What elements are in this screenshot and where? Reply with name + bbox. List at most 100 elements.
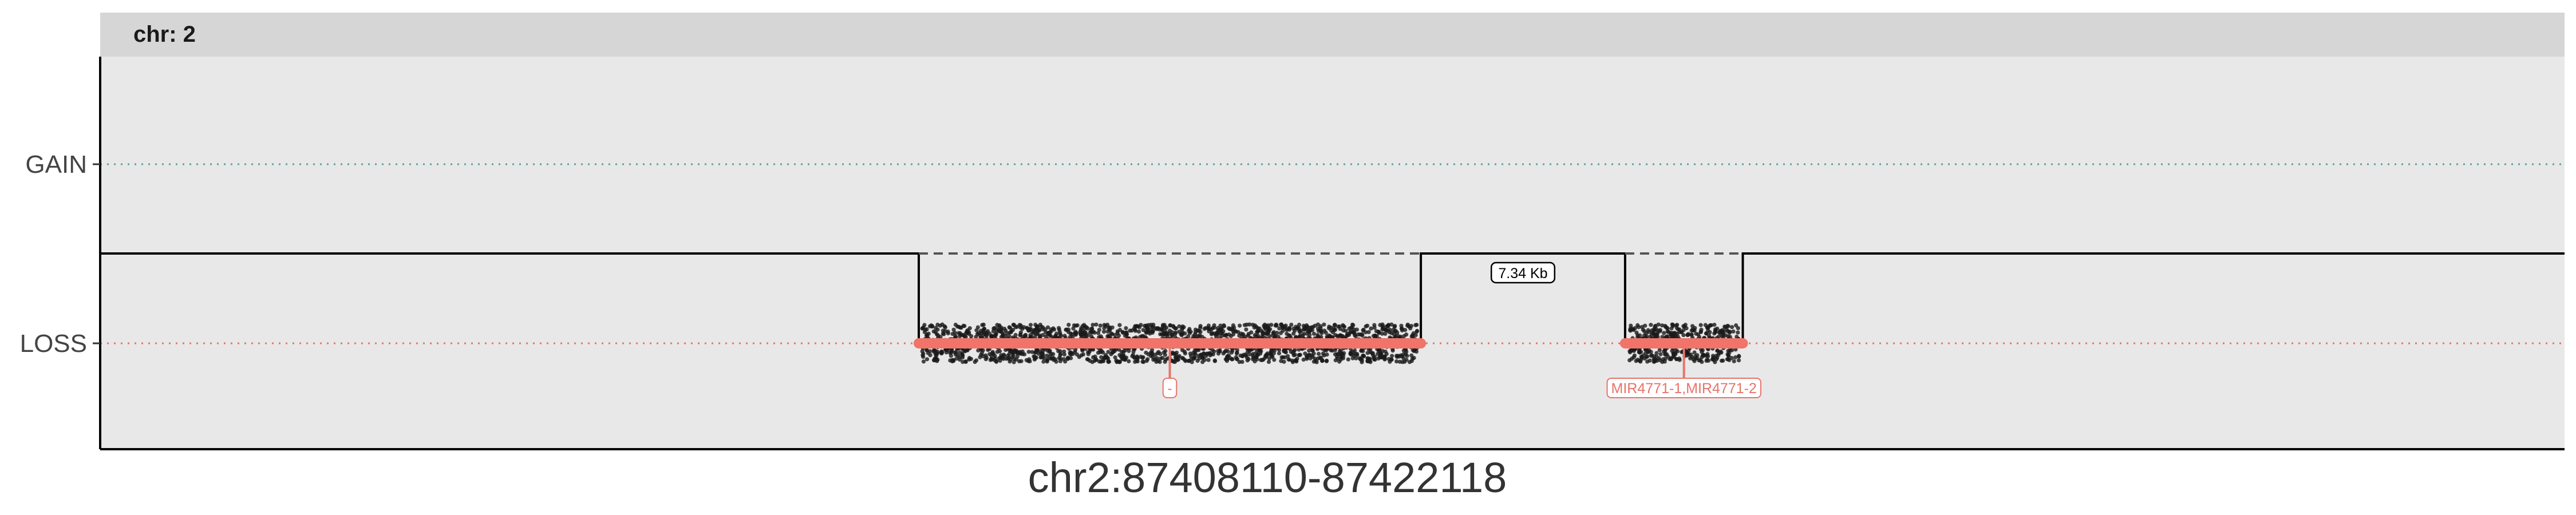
loss-point [1270, 354, 1275, 359]
loss-point [1183, 351, 1187, 356]
loss-point [1222, 324, 1227, 328]
loss-point [1722, 324, 1727, 329]
loss-point [1342, 324, 1346, 329]
loss-point [1135, 359, 1140, 364]
loss-point [1236, 330, 1240, 334]
loss-point [1277, 326, 1282, 331]
loss-point [1670, 348, 1674, 353]
loss-point [993, 333, 998, 338]
loss-point [1368, 360, 1373, 365]
loss-point [1666, 330, 1671, 334]
loss-point [1180, 348, 1185, 352]
loss-point [1731, 329, 1736, 334]
loss-point [1327, 324, 1332, 329]
loss-point [920, 326, 924, 331]
loss-point [1160, 323, 1165, 327]
loss-point [1698, 358, 1702, 363]
loss-point [1658, 358, 1662, 363]
loss-point [1000, 356, 1005, 360]
loss-point [1293, 352, 1297, 357]
loss-point [1321, 351, 1325, 356]
loss-point [1400, 328, 1405, 333]
loss-point [1366, 330, 1371, 334]
loss-point [1081, 331, 1085, 336]
loss-point [1644, 355, 1649, 359]
loss-point [1240, 332, 1245, 338]
loss-point [935, 322, 940, 327]
loss-point [1113, 355, 1117, 360]
loss-point [1354, 327, 1359, 332]
loss-point [943, 347, 948, 352]
loss-point [1073, 330, 1078, 334]
loss-point [1643, 351, 1647, 356]
loss-point [1200, 335, 1204, 339]
loss-point [1281, 326, 1285, 330]
loss-point [1226, 356, 1230, 361]
loss-point [1361, 328, 1365, 332]
loss-point [1045, 354, 1049, 358]
facet-strip [100, 13, 2565, 57]
loss-point [1347, 326, 1352, 331]
loss-point [1273, 348, 1277, 353]
loss-point [1649, 353, 1654, 358]
loss-point [1383, 331, 1388, 336]
loss-point [1634, 359, 1638, 363]
loss-point [1277, 351, 1282, 356]
loss-point [988, 358, 993, 362]
loss-point [1146, 330, 1151, 334]
loss-point [1267, 356, 1272, 361]
loss-point [1298, 352, 1302, 357]
loss-point [1698, 323, 1703, 327]
loss-point [1151, 358, 1156, 362]
loss-point [1313, 323, 1317, 328]
loss-point [943, 329, 947, 334]
loss-point [946, 331, 950, 336]
loss-point [1272, 358, 1277, 362]
loss-point [1141, 355, 1145, 359]
loss-point [1287, 334, 1292, 338]
loss-point [963, 359, 968, 365]
loss-point [1206, 358, 1211, 362]
loss-point [1183, 358, 1187, 362]
loss-point [967, 356, 972, 360]
gene-label-box-1 [1606, 378, 1761, 398]
loss-point [1098, 350, 1103, 355]
loss-point [1157, 359, 1162, 365]
loss-point [1385, 324, 1390, 328]
loss-point [1223, 333, 1227, 338]
loss-point [1221, 351, 1226, 356]
loss-point [1235, 357, 1239, 362]
loss-point [961, 332, 965, 338]
loss-point [1056, 349, 1061, 354]
loss-point [936, 333, 941, 338]
loss-point [1337, 349, 1342, 354]
loss-point [1714, 357, 1719, 362]
x-axis-label: chr2:87408110-87422118 [1028, 454, 1507, 501]
loss-point [1232, 328, 1237, 333]
loss-point [921, 359, 926, 364]
loss-point [1720, 328, 1725, 332]
loss-point [983, 353, 988, 358]
loss-point [922, 323, 927, 327]
loss-point [1707, 324, 1712, 328]
loss-point [1196, 354, 1200, 358]
loss-point [957, 355, 962, 359]
loss-point [1324, 359, 1329, 363]
loss-point [1324, 348, 1329, 352]
loss-point [1003, 334, 1008, 338]
loss-point [1167, 331, 1171, 336]
loss-point [1728, 330, 1732, 334]
loss-point [967, 331, 971, 336]
gap-label-box-0 [1490, 262, 1556, 284]
loss-point [1128, 328, 1132, 333]
loss-point [1195, 328, 1200, 333]
loss-point [1246, 356, 1251, 362]
loss-point [1106, 350, 1111, 354]
loss-point [1412, 355, 1416, 360]
loss-point [1161, 350, 1166, 355]
loss-point [1693, 326, 1697, 330]
loss-point [1627, 349, 1632, 354]
loss-point [1124, 326, 1128, 331]
loss-point [1297, 347, 1301, 352]
loss-point [1218, 327, 1222, 332]
